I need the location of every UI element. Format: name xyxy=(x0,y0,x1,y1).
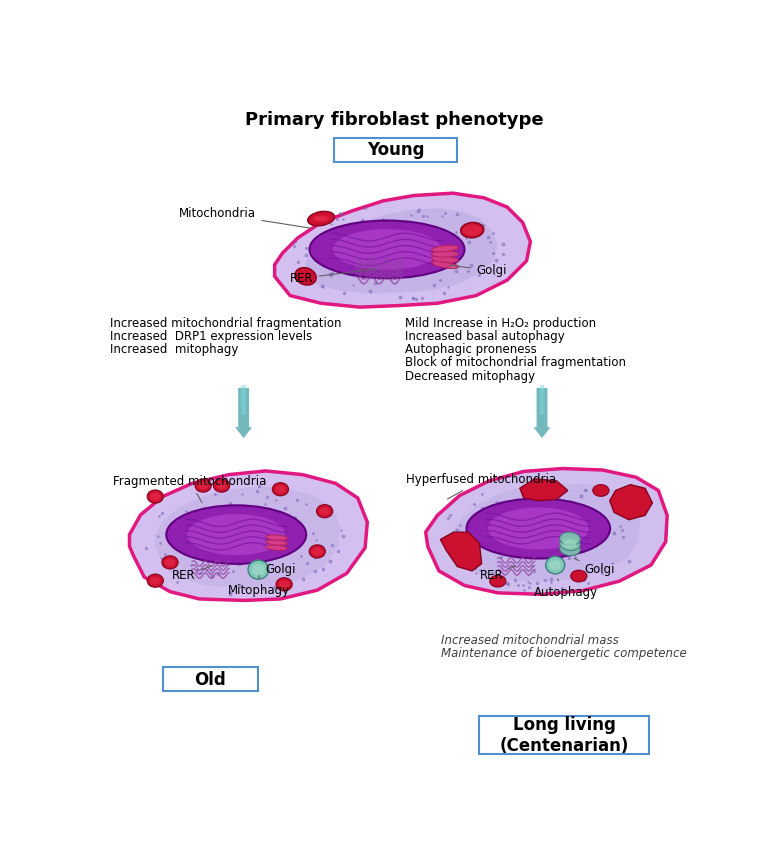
FancyBboxPatch shape xyxy=(163,667,258,691)
Ellipse shape xyxy=(147,574,163,588)
Text: Increased  DRP1 expression levels: Increased DRP1 expression levels xyxy=(110,330,312,344)
Ellipse shape xyxy=(217,482,227,490)
Ellipse shape xyxy=(432,246,459,252)
Ellipse shape xyxy=(266,545,288,551)
Ellipse shape xyxy=(560,542,581,556)
Ellipse shape xyxy=(279,581,289,588)
Ellipse shape xyxy=(564,539,577,548)
Ellipse shape xyxy=(432,256,459,263)
Ellipse shape xyxy=(312,547,322,556)
Ellipse shape xyxy=(316,216,326,221)
Ellipse shape xyxy=(295,267,316,285)
Ellipse shape xyxy=(195,479,211,492)
Polygon shape xyxy=(426,468,667,594)
Ellipse shape xyxy=(593,484,609,497)
Text: Decreased mitophagy: Decreased mitophagy xyxy=(405,369,535,382)
Ellipse shape xyxy=(198,482,208,490)
Ellipse shape xyxy=(308,211,335,226)
Ellipse shape xyxy=(317,504,333,518)
FancyBboxPatch shape xyxy=(480,716,649,753)
FancyArrow shape xyxy=(235,388,252,438)
Polygon shape xyxy=(274,193,530,308)
Ellipse shape xyxy=(276,578,292,591)
Ellipse shape xyxy=(490,576,506,587)
Text: RER: RER xyxy=(480,566,515,582)
Text: Block of mitochondrial fragmentation: Block of mitochondrial fragmentation xyxy=(405,356,626,369)
Ellipse shape xyxy=(460,222,484,238)
Ellipse shape xyxy=(275,485,285,493)
Text: Primary fibroblast phenotype: Primary fibroblast phenotype xyxy=(245,111,544,129)
Text: Increased  mitophagy: Increased mitophagy xyxy=(110,344,239,356)
Ellipse shape xyxy=(147,490,163,503)
FancyArrow shape xyxy=(534,388,550,438)
Text: Autophagy: Autophagy xyxy=(534,579,598,599)
Ellipse shape xyxy=(313,216,329,222)
Ellipse shape xyxy=(251,564,265,576)
Ellipse shape xyxy=(488,508,588,550)
Polygon shape xyxy=(130,471,367,600)
FancyArrow shape xyxy=(540,385,544,415)
Ellipse shape xyxy=(266,535,288,540)
Text: Golgi: Golgi xyxy=(449,264,507,277)
Text: Increased basal autophagy: Increased basal autophagy xyxy=(405,330,564,344)
Text: Young: Young xyxy=(367,141,424,159)
Ellipse shape xyxy=(319,507,330,515)
Text: Increased mitochondrial mass: Increased mitochondrial mass xyxy=(441,635,619,648)
Ellipse shape xyxy=(546,557,565,574)
Ellipse shape xyxy=(150,492,160,501)
Ellipse shape xyxy=(571,570,587,582)
Ellipse shape xyxy=(432,261,459,269)
FancyArrow shape xyxy=(241,385,246,415)
Ellipse shape xyxy=(272,483,288,496)
Text: Long living
(Centenarian): Long living (Centenarian) xyxy=(500,716,629,755)
Ellipse shape xyxy=(150,576,160,585)
Ellipse shape xyxy=(466,498,610,558)
Text: Old: Old xyxy=(194,671,226,689)
Polygon shape xyxy=(610,484,652,520)
Ellipse shape xyxy=(309,221,464,278)
Text: RER: RER xyxy=(173,566,211,582)
Polygon shape xyxy=(440,533,482,571)
Polygon shape xyxy=(155,486,340,588)
Ellipse shape xyxy=(309,545,325,558)
Ellipse shape xyxy=(560,532,581,545)
Text: Maintenance of bioenergetic competence: Maintenance of bioenergetic competence xyxy=(441,647,687,660)
FancyBboxPatch shape xyxy=(334,137,456,162)
Ellipse shape xyxy=(187,514,285,555)
Polygon shape xyxy=(451,484,640,582)
Ellipse shape xyxy=(162,556,178,569)
Text: Golgi: Golgi xyxy=(265,557,296,576)
Ellipse shape xyxy=(214,479,230,492)
Text: Golgi: Golgi xyxy=(574,558,615,576)
Text: Mild Increase in H₂O₂ production: Mild Increase in H₂O₂ production xyxy=(405,317,596,330)
Text: Autophagic proneness: Autophagic proneness xyxy=(405,344,537,356)
Text: Increased mitochondrial fragmentation: Increased mitochondrial fragmentation xyxy=(110,317,342,330)
Ellipse shape xyxy=(432,251,459,257)
Polygon shape xyxy=(520,478,567,501)
Ellipse shape xyxy=(550,560,561,570)
Text: Mitophagy: Mitophagy xyxy=(228,576,290,597)
Ellipse shape xyxy=(463,225,482,235)
Ellipse shape xyxy=(165,558,175,566)
Ellipse shape xyxy=(333,229,441,270)
Ellipse shape xyxy=(167,505,306,564)
Text: Fragmented mitochondria: Fragmented mitochondria xyxy=(113,475,267,503)
Text: Mitochondria: Mitochondria xyxy=(180,207,311,228)
Text: RER: RER xyxy=(290,269,376,284)
Ellipse shape xyxy=(560,537,581,551)
Ellipse shape xyxy=(266,540,288,545)
Text: Hyperfused mitochondria: Hyperfused mitochondria xyxy=(406,473,557,499)
Polygon shape xyxy=(305,208,497,294)
Ellipse shape xyxy=(248,560,268,579)
